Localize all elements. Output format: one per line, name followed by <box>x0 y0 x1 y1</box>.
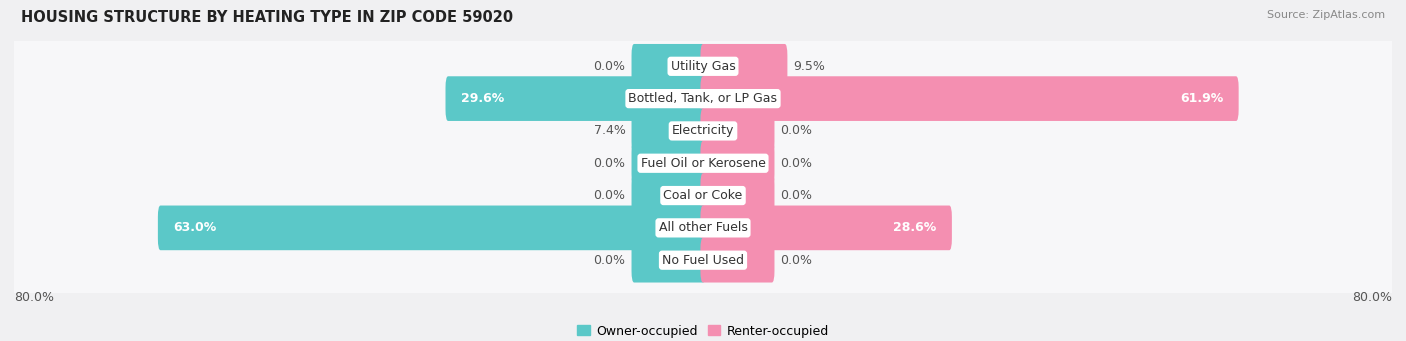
FancyBboxPatch shape <box>10 33 1396 99</box>
FancyBboxPatch shape <box>631 238 706 283</box>
Text: 0.0%: 0.0% <box>593 254 626 267</box>
FancyBboxPatch shape <box>700 238 775 283</box>
Text: 80.0%: 80.0% <box>1353 291 1392 304</box>
Text: 0.0%: 0.0% <box>780 124 813 137</box>
Text: 7.4%: 7.4% <box>593 124 626 137</box>
FancyBboxPatch shape <box>10 65 1396 132</box>
Text: Fuel Oil or Kerosene: Fuel Oil or Kerosene <box>641 157 765 170</box>
FancyBboxPatch shape <box>700 141 775 186</box>
FancyBboxPatch shape <box>700 108 775 153</box>
Text: Utility Gas: Utility Gas <box>671 60 735 73</box>
Text: 63.0%: 63.0% <box>173 221 217 234</box>
Text: 9.5%: 9.5% <box>793 60 825 73</box>
FancyBboxPatch shape <box>10 195 1396 261</box>
FancyBboxPatch shape <box>631 44 706 89</box>
Text: 28.6%: 28.6% <box>893 221 936 234</box>
Text: 0.0%: 0.0% <box>593 60 626 73</box>
Text: Bottled, Tank, or LP Gas: Bottled, Tank, or LP Gas <box>628 92 778 105</box>
Text: 29.6%: 29.6% <box>461 92 505 105</box>
FancyBboxPatch shape <box>631 173 706 218</box>
Text: 0.0%: 0.0% <box>593 189 626 202</box>
FancyBboxPatch shape <box>631 141 706 186</box>
FancyBboxPatch shape <box>700 44 787 89</box>
Text: Source: ZipAtlas.com: Source: ZipAtlas.com <box>1267 10 1385 20</box>
FancyBboxPatch shape <box>10 130 1396 196</box>
FancyBboxPatch shape <box>446 76 706 121</box>
Text: 0.0%: 0.0% <box>593 157 626 170</box>
FancyBboxPatch shape <box>10 162 1396 228</box>
FancyBboxPatch shape <box>157 206 706 250</box>
FancyBboxPatch shape <box>10 227 1396 293</box>
FancyBboxPatch shape <box>631 108 706 153</box>
FancyBboxPatch shape <box>700 206 952 250</box>
Text: HOUSING STRUCTURE BY HEATING TYPE IN ZIP CODE 59020: HOUSING STRUCTURE BY HEATING TYPE IN ZIP… <box>21 10 513 25</box>
Text: 80.0%: 80.0% <box>14 291 53 304</box>
Text: 61.9%: 61.9% <box>1180 92 1223 105</box>
Text: All other Fuels: All other Fuels <box>658 221 748 234</box>
FancyBboxPatch shape <box>10 98 1396 164</box>
Text: 0.0%: 0.0% <box>780 189 813 202</box>
FancyBboxPatch shape <box>700 173 775 218</box>
Text: Coal or Coke: Coal or Coke <box>664 189 742 202</box>
Text: Electricity: Electricity <box>672 124 734 137</box>
Text: 0.0%: 0.0% <box>780 157 813 170</box>
Legend: Owner-occupied, Renter-occupied: Owner-occupied, Renter-occupied <box>572 320 834 341</box>
Text: No Fuel Used: No Fuel Used <box>662 254 744 267</box>
Text: 0.0%: 0.0% <box>780 254 813 267</box>
FancyBboxPatch shape <box>700 76 1239 121</box>
